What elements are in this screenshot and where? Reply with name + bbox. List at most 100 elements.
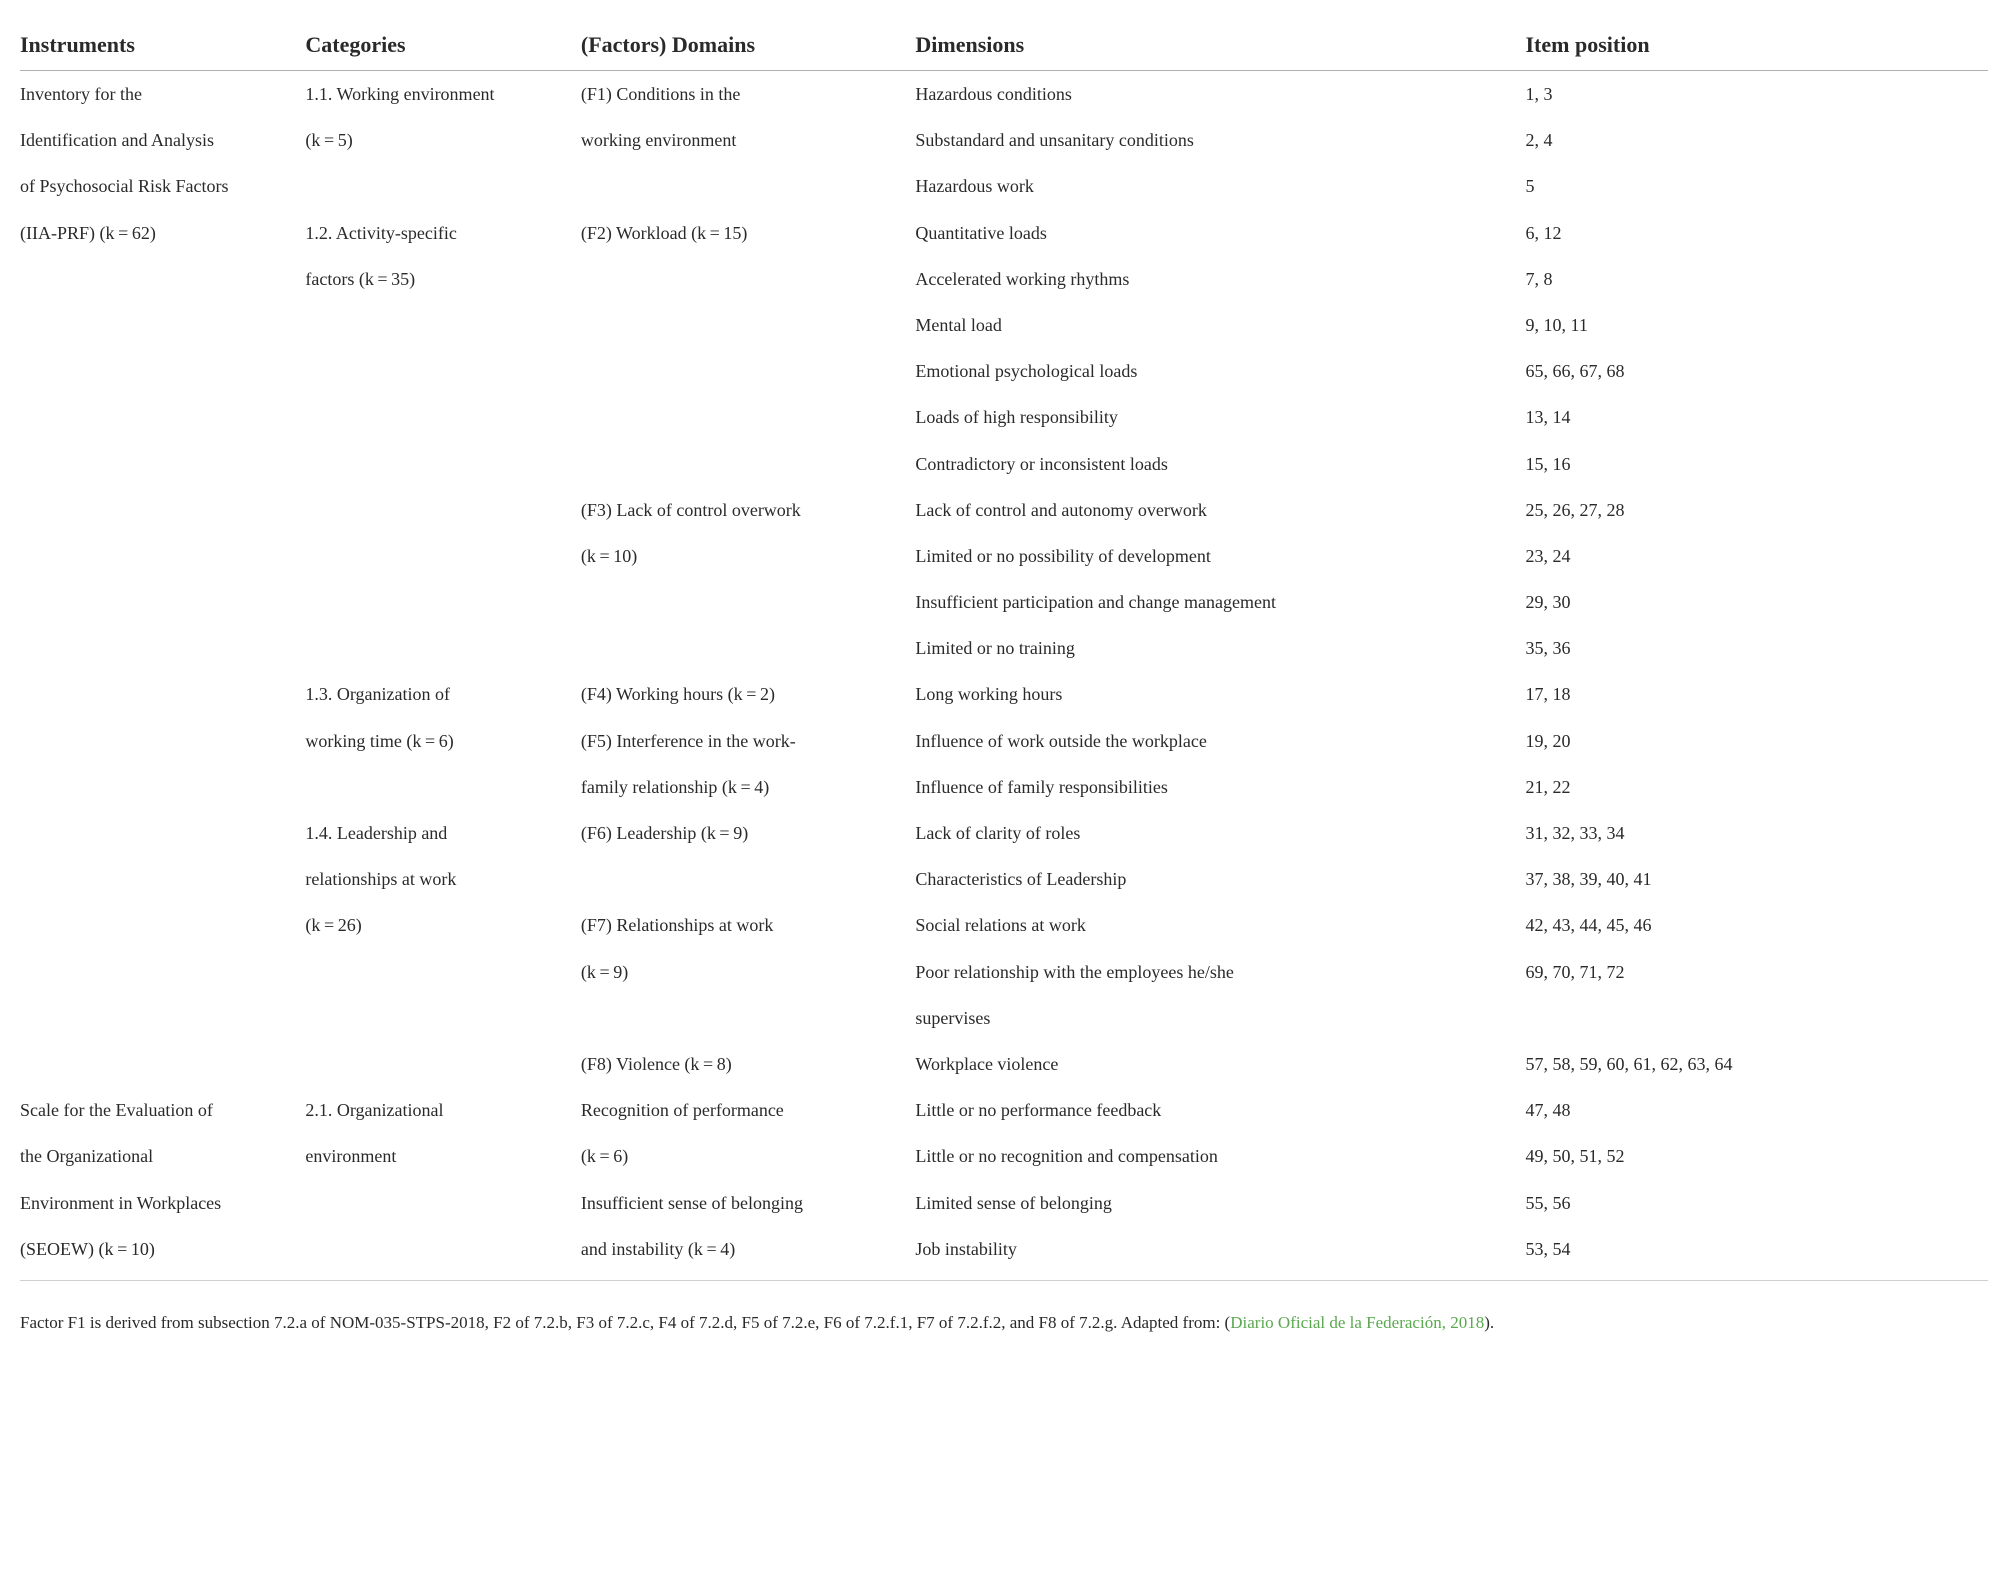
cell-categories: factors (k = 35) xyxy=(305,256,581,302)
cell-dimensions: Characteristics of Leadership xyxy=(915,856,1525,902)
cell-dimensions: Emotional psychological loads xyxy=(915,348,1525,394)
cell-dimensions: Limited or no training xyxy=(915,625,1525,671)
cell-categories xyxy=(305,394,581,440)
cell-categories xyxy=(305,949,581,995)
cell-categories xyxy=(305,163,581,209)
table-row: of Psychosocial Risk FactorsHazardous wo… xyxy=(20,163,1988,209)
cell-domains xyxy=(581,995,916,1041)
table-row: Inventory for the1.1. Working environmen… xyxy=(20,71,1988,118)
cell-instruments xyxy=(20,718,305,764)
cell-items: 5 xyxy=(1526,163,1989,209)
cell-categories: (k = 26) xyxy=(305,902,581,948)
cell-instruments xyxy=(20,302,305,348)
table-row: (F8) Violence (k = 8)Workplace violence5… xyxy=(20,1041,1988,1087)
cell-items: 49, 50, 51, 52 xyxy=(1526,1133,1989,1179)
cell-items: 17, 18 xyxy=(1526,671,1989,717)
cell-dimensions: Influence of family responsibilities xyxy=(915,764,1525,810)
cell-dimensions: Contradictory or inconsistent loads xyxy=(915,441,1525,487)
cell-dimensions: Limited or no possibility of development xyxy=(915,533,1525,579)
cell-dimensions: Insufficient participation and change ma… xyxy=(915,579,1525,625)
table-row: (k = 26)(F7) Relationships at workSocial… xyxy=(20,902,1988,948)
column-header-categories: Categories xyxy=(305,20,581,71)
cell-domains: family relationship (k = 4) xyxy=(581,764,916,810)
footnote-citation: Diario Oficial de la Federación, 2018 xyxy=(1230,1313,1484,1332)
table-row: 1.3. Organization of(F4) Working hours (… xyxy=(20,671,1988,717)
cell-dimensions: supervises xyxy=(915,995,1525,1041)
cell-instruments: Scale for the Evaluation of xyxy=(20,1087,305,1133)
cell-domains xyxy=(581,625,916,671)
cell-instruments xyxy=(20,995,305,1041)
cell-categories: 2.1. Organizational xyxy=(305,1087,581,1133)
cell-dimensions: Poor relationship with the employees he/… xyxy=(915,949,1525,995)
cell-instruments xyxy=(20,441,305,487)
cell-items: 19, 20 xyxy=(1526,718,1989,764)
cell-instruments: (SEOEW) (k = 10) xyxy=(20,1226,305,1281)
cell-items: 15, 16 xyxy=(1526,441,1989,487)
table-row: working time (k = 6)(F5) Interference in… xyxy=(20,718,1988,764)
cell-instruments: Environment in Workplaces xyxy=(20,1180,305,1226)
cell-instruments xyxy=(20,856,305,902)
cell-items: 13, 14 xyxy=(1526,394,1989,440)
cell-categories: 1.3. Organization of xyxy=(305,671,581,717)
cell-items: 57, 58, 59, 60, 61, 62, 63, 64 xyxy=(1526,1041,1989,1087)
cell-categories: 1.4. Leadership and xyxy=(305,810,581,856)
table-row: Emotional psychological loads65, 66, 67,… xyxy=(20,348,1988,394)
cell-items: 1, 3 xyxy=(1526,71,1989,118)
table-body: Inventory for the1.1. Working environmen… xyxy=(20,71,1988,1281)
cell-domains xyxy=(581,579,916,625)
cell-instruments: Identification and Analysis xyxy=(20,117,305,163)
cell-categories xyxy=(305,348,581,394)
cell-items: 6, 12 xyxy=(1526,210,1989,256)
table-header-row: Instruments Categories (Factors) Domains… xyxy=(20,20,1988,71)
cell-domains: (k = 6) xyxy=(581,1133,916,1179)
cell-items: 55, 56 xyxy=(1526,1180,1989,1226)
table-footnote: Factor F1 is derived from subsection 7.2… xyxy=(20,1281,1988,1338)
cell-items: 37, 38, 39, 40, 41 xyxy=(1526,856,1989,902)
cell-items: 7, 8 xyxy=(1526,256,1989,302)
table-row: (k = 9)Poor relationship with the employ… xyxy=(20,949,1988,995)
cell-domains: Insufficient sense of belonging xyxy=(581,1180,916,1226)
cell-instruments xyxy=(20,902,305,948)
cell-domains: (F6) Leadership (k = 9) xyxy=(581,810,916,856)
cell-dimensions: Social relations at work xyxy=(915,902,1525,948)
cell-domains xyxy=(581,394,916,440)
cell-dimensions: Loads of high responsibility xyxy=(915,394,1525,440)
cell-items xyxy=(1526,995,1989,1041)
cell-items: 9, 10, 11 xyxy=(1526,302,1989,348)
psychosocial-factors-table: Instruments Categories (Factors) Domains… xyxy=(20,20,1988,1281)
cell-categories: relationships at work xyxy=(305,856,581,902)
cell-domains: (F4) Working hours (k = 2) xyxy=(581,671,916,717)
table-row: (IIA-PRF) (k = 62)1.2. Activity-specific… xyxy=(20,210,1988,256)
cell-instruments xyxy=(20,348,305,394)
cell-instruments: Inventory for the xyxy=(20,71,305,118)
cell-domains xyxy=(581,256,916,302)
cell-categories xyxy=(305,1041,581,1087)
cell-dimensions: Influence of work outside the workplace xyxy=(915,718,1525,764)
table-row: the Organizationalenvironment(k = 6)Litt… xyxy=(20,1133,1988,1179)
cell-items: 42, 43, 44, 45, 46 xyxy=(1526,902,1989,948)
cell-domains: (k = 9) xyxy=(581,949,916,995)
cell-domains: (k = 10) xyxy=(581,533,916,579)
cell-domains xyxy=(581,302,916,348)
cell-dimensions: Mental load xyxy=(915,302,1525,348)
cell-items: 23, 24 xyxy=(1526,533,1989,579)
cell-instruments xyxy=(20,579,305,625)
cell-instruments xyxy=(20,487,305,533)
cell-items: 65, 66, 67, 68 xyxy=(1526,348,1989,394)
cell-domains xyxy=(581,163,916,209)
cell-instruments: of Psychosocial Risk Factors xyxy=(20,163,305,209)
table-row: family relationship (k = 4)Influence of … xyxy=(20,764,1988,810)
cell-dimensions: Lack of clarity of roles xyxy=(915,810,1525,856)
table-row: Insufficient participation and change ma… xyxy=(20,579,1988,625)
cell-categories: 1.1. Working environment xyxy=(305,71,581,118)
cell-domains: (F5) Interference in the work- xyxy=(581,718,916,764)
cell-dimensions: Hazardous conditions xyxy=(915,71,1525,118)
cell-dimensions: Substandard and unsanitary conditions xyxy=(915,117,1525,163)
cell-categories xyxy=(305,441,581,487)
table-row: (SEOEW) (k = 10)and instability (k = 4)J… xyxy=(20,1226,1988,1281)
cell-categories xyxy=(305,995,581,1041)
table-row: 1.4. Leadership and(F6) Leadership (k = … xyxy=(20,810,1988,856)
cell-domains: (F1) Conditions in the xyxy=(581,71,916,118)
cell-categories: (k = 5) xyxy=(305,117,581,163)
cell-dimensions: Little or no performance feedback xyxy=(915,1087,1525,1133)
